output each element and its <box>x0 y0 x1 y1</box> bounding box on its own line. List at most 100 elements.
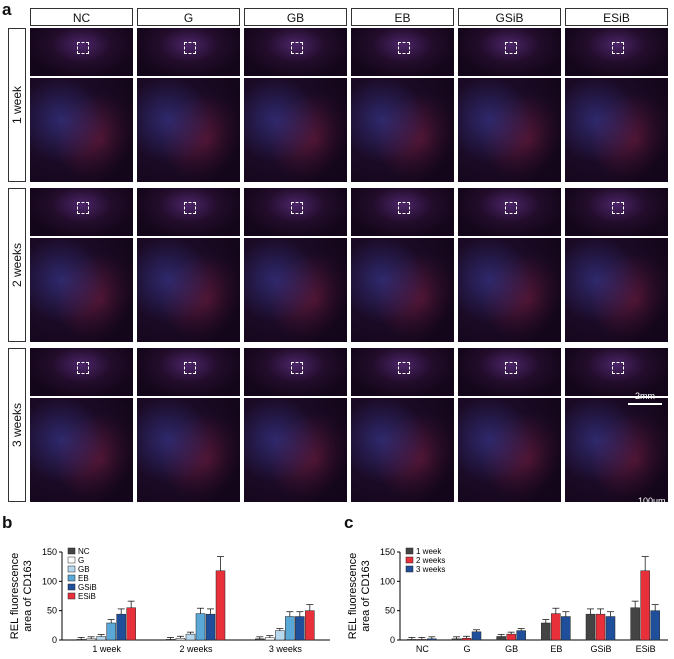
zoom-image-r2-c2 <box>137 238 240 342</box>
scalebar-overview <box>628 403 662 405</box>
roi-box <box>504 202 517 214</box>
bar-3-weeks <box>516 630 526 641</box>
roi-box <box>397 362 410 374</box>
overview-image-r3-c4 <box>351 348 454 396</box>
zoom-image-r1-c2 <box>137 78 240 182</box>
bar-2-weeks <box>417 639 427 641</box>
bar-g <box>86 638 96 641</box>
overview-image-r1-c4 <box>351 28 454 76</box>
overview-image-r1-c2 <box>137 28 240 76</box>
y-axis-label: area of CD163 <box>360 560 372 632</box>
zoom-image-r2-c5 <box>458 238 561 342</box>
column-header-esib: ESiB <box>565 8 668 26</box>
zoom-image-r3-c1 <box>30 398 133 502</box>
legend-swatch <box>67 556 76 564</box>
legend-swatch <box>67 565 76 573</box>
y-tick-label: 50 <box>47 606 57 616</box>
column-header-gsib: GSiB <box>458 8 561 26</box>
roi-box <box>397 202 410 214</box>
column-header-g: G <box>137 8 240 26</box>
zoom-image-r3-c4 <box>351 398 454 502</box>
bar-1-week <box>541 622 551 641</box>
bar-1-week <box>585 613 596 641</box>
zoom-image-r2-c4 <box>351 238 454 342</box>
overview-image-r3-c2 <box>137 348 240 396</box>
scalebar-zoom-label: 100um <box>638 496 666 506</box>
roi-box <box>76 202 89 214</box>
bar-3-weeks <box>427 638 437 641</box>
bar-2-weeks <box>551 613 561 641</box>
overview-image-r2-c5 <box>458 188 561 236</box>
panel-c-letter: c <box>344 513 354 532</box>
legend-label: 1 week <box>416 547 442 556</box>
legend-label: NC <box>78 547 90 556</box>
scalebar-zoom <box>630 508 662 510</box>
legend-label: G <box>78 556 84 565</box>
zoom-image-r1-c1 <box>30 78 133 182</box>
row-label-2: 2 weeks <box>8 188 26 342</box>
bar-eb <box>195 613 206 641</box>
legend-label: 3 weeks <box>416 565 445 574</box>
x-tick-label: NC <box>416 644 429 654</box>
overview-image-r1-c5 <box>458 28 561 76</box>
bar-eb <box>106 622 116 641</box>
roi-box <box>397 42 410 54</box>
scalebar-overview-label: 2mm <box>635 391 655 401</box>
column-header-eb: EB <box>351 8 454 26</box>
zoom-image-r3-c2 <box>137 398 240 502</box>
legend-swatch <box>67 592 76 600</box>
bar-nc <box>255 638 265 641</box>
y-tick-label: 0 <box>52 635 57 645</box>
bar-2-weeks <box>461 637 472 641</box>
bar-2-weeks <box>595 613 606 641</box>
bar-esib <box>305 610 315 641</box>
column-header-nc: NC <box>30 8 133 26</box>
zoom-image-r1-c3 <box>244 78 347 182</box>
zoom-image-r2-c6 <box>565 238 668 342</box>
overview-image-r2-c3 <box>244 188 347 236</box>
overview-image-r2-c4 <box>351 188 454 236</box>
bar-g <box>265 637 275 641</box>
legend-swatch <box>67 583 76 591</box>
bar-1-week <box>630 607 640 641</box>
y-axis-label: REL fluorescence <box>347 553 359 639</box>
bar-nc <box>76 639 86 641</box>
legend-label: GSiB <box>78 583 97 592</box>
zoom-image-r1-c5 <box>458 78 561 182</box>
legend-label: ESiB <box>78 592 96 601</box>
bar-gb <box>96 636 106 641</box>
legend-swatch <box>405 565 414 573</box>
roi-box <box>183 42 196 54</box>
bar-gsib <box>116 613 126 641</box>
chart-c: REL fluorescence area of CD163 0 50 100 150 NC… <box>347 547 668 654</box>
bar-3-weeks <box>471 631 482 641</box>
bar-gb <box>185 633 196 641</box>
bar-3-weeks <box>650 610 660 641</box>
column-header-gb: GB <box>244 8 347 26</box>
bar-2-weeks <box>640 570 650 641</box>
zoom-image-r2-c1 <box>30 238 133 342</box>
legend-label: 2 weeks <box>416 556 445 565</box>
x-tick-label: 1 week <box>92 644 121 654</box>
roi-box <box>183 362 196 374</box>
y-axis-label: REL fluorescence <box>9 553 21 639</box>
y-tick-label: 50 <box>385 606 395 616</box>
overview-image-r3-c1 <box>30 348 133 396</box>
x-tick-label: 3 weeks <box>269 644 303 654</box>
panel-b-letter: b <box>2 513 13 532</box>
bar-gsib <box>295 616 305 641</box>
y-tick-label: 0 <box>390 635 395 645</box>
y-tick-label: 150 <box>42 547 57 557</box>
x-tick-label: GSiB <box>590 644 611 654</box>
bar-1-week <box>496 636 506 641</box>
roi-box <box>504 362 517 374</box>
roi-box <box>504 42 517 54</box>
bar-1-week <box>407 639 417 641</box>
row-label-3: 3 weeks <box>8 348 26 502</box>
roi-box <box>76 42 89 54</box>
y-tick-label: 150 <box>380 547 395 557</box>
bar-2-weeks <box>506 633 516 641</box>
zoom-image-r3-c5 <box>458 398 561 502</box>
overview-image-r2-c2 <box>137 188 240 236</box>
zoom-image-r3-c6 <box>565 398 668 502</box>
